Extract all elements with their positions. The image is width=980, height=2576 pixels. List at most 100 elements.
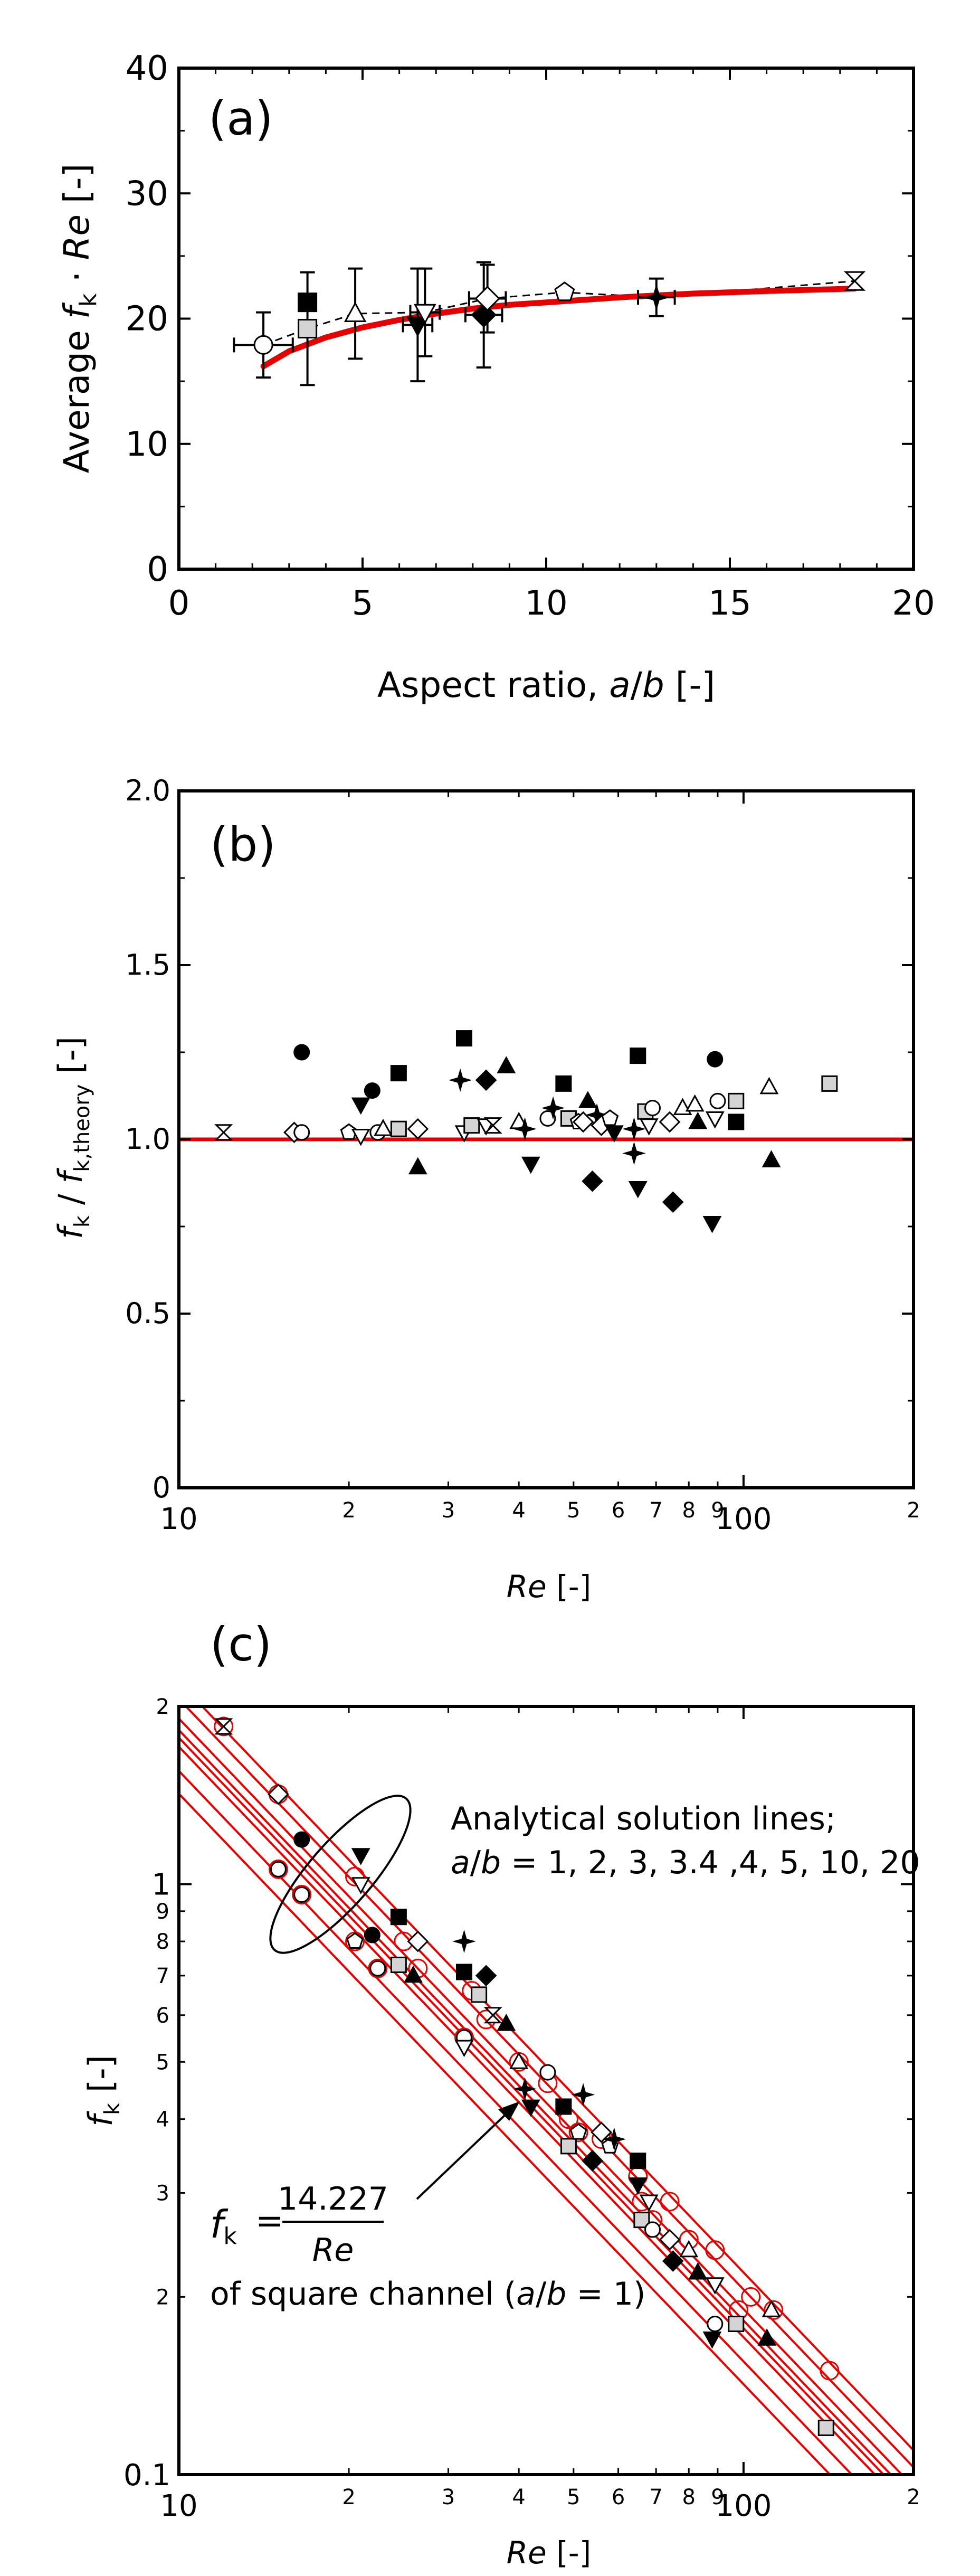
b-point-star	[513, 1117, 537, 1141]
c-analytical-line	[179, 1770, 853, 2475]
c-xtick-minor-label: 5	[567, 2485, 580, 2509]
c-point-pentagon	[346, 1932, 364, 1949]
b-point-triangle-down	[351, 1129, 370, 1146]
b-point-circle	[293, 1044, 310, 1061]
panel-c-plot-area	[179, 1706, 914, 2475]
b-xtick-major-label: 100	[715, 1502, 772, 1536]
c-point-diamond	[662, 2250, 684, 2272]
a-ytick-label: 0	[147, 550, 168, 589]
b-xtick-major-label: 10	[160, 1502, 197, 1536]
c-point-triangle-down	[702, 2331, 722, 2349]
c-point-square	[630, 2153, 646, 2169]
c-point-square	[555, 2098, 572, 2115]
c-point-square	[471, 1986, 488, 2003]
b-xtick-minor-label: 2	[907, 1498, 920, 1523]
c-point-circle	[293, 1886, 310, 1903]
b-point-triangle-up	[578, 1091, 597, 1108]
c-point-triangle-down	[705, 2277, 725, 2295]
b-point-triangle-up	[762, 1150, 781, 1167]
c-point-triangle-down	[351, 1848, 370, 1865]
b-point-star	[449, 1068, 472, 1092]
a-point-filled-diamond	[471, 302, 497, 328]
c-point-hourglass	[483, 2007, 502, 2024]
analytical-lines-caption-1: Analytical solution lines;	[451, 1800, 836, 1837]
b-point-diamond	[572, 1111, 594, 1133]
c-xtick-minor-label: 3	[442, 2485, 455, 2509]
c-ytick-minor-label: 7	[156, 1964, 169, 1988]
a-point-star	[642, 284, 670, 311]
c-analytical-point	[660, 2192, 680, 2212]
c-ytick-minor-label: 9	[156, 1900, 169, 1924]
a-point-pentagon	[554, 281, 575, 301]
b-point-star	[541, 1096, 565, 1120]
c-analytical-point	[268, 1859, 288, 1879]
c-point-square	[455, 1964, 472, 1980]
c-analytical-point	[292, 1884, 312, 1904]
c-point-triangle-up	[404, 1965, 423, 1983]
c-point-star	[571, 2083, 595, 2107]
c-xtick-minor-label: 6	[612, 2485, 625, 2509]
b-point-circle	[293, 1124, 310, 1141]
a-point-triangle-down	[414, 304, 436, 325]
b-point-circle	[707, 1051, 724, 1068]
b-point-diamond	[582, 1170, 603, 1192]
c-ytick-minor-label: 6	[156, 2004, 169, 2028]
panel-a: (a) 0 5 10 15 20 0 10 20 30 40 Aspect ratio, a/b …	[56, 49, 935, 705]
b-point-circle	[709, 1092, 726, 1109]
c-xtick-minor-label: 2	[907, 2485, 920, 2509]
b-point-square	[390, 1120, 407, 1137]
b-xtick-minor-label: 9	[711, 1498, 724, 1523]
a-point-triangle-up	[344, 301, 367, 322]
b-point-square	[728, 1114, 745, 1130]
c-xtick-major-label: 100	[715, 2489, 772, 2523]
a-point-diamond	[474, 286, 500, 312]
c-xtick-minor-label: 2	[342, 2485, 355, 2509]
panel-b-xlabel: Re [-]	[507, 1569, 592, 1605]
b-point-star	[622, 1117, 646, 1141]
panel-b: (b) 0 0.5 1.0 1.5 2.0 10 100 2 3 4 5 6 7 8 9 2 Re [-] f…	[51, 774, 920, 1605]
b-point-hourglass	[214, 1124, 233, 1141]
b-point-triangle-up	[688, 1111, 708, 1129]
c-analytical-point	[820, 2361, 840, 2381]
c-xtick-major-label: 10	[160, 2489, 197, 2523]
c-point-circle	[707, 2316, 724, 2333]
c-point-triangle-down	[639, 2194, 659, 2212]
b-xtick-minor-label: 2	[342, 1498, 355, 1523]
c-point-star	[602, 2127, 626, 2151]
c-point-triangle-down	[628, 2177, 648, 2195]
b-point-diamond	[659, 1111, 681, 1133]
panel-b-plot-area	[179, 1030, 914, 1233]
c-point-circle	[293, 1831, 310, 1848]
c-analytical-point	[741, 2287, 761, 2307]
c-point-star	[513, 2077, 537, 2101]
panel-a-ylabel: Average fk · Re [-]	[56, 164, 102, 473]
c-point-triangle-up	[688, 2262, 708, 2280]
panel-b-ticks: 0 0.5 1.0 1.5 2.0 10 100 2 3 4 5 6 7 8 9 2	[125, 774, 920, 1536]
c-point-triangle-up	[509, 2052, 529, 2069]
b-point-diamond	[407, 1118, 429, 1140]
b-xtick-minor-label: 5	[567, 1498, 580, 1523]
b-point-square	[455, 1030, 472, 1047]
b-point-square	[630, 1048, 646, 1064]
b-point-triangle-up	[408, 1157, 427, 1175]
b-xtick-minor-label: 4	[512, 1498, 525, 1523]
a-xtick-label: 0	[168, 584, 190, 623]
a-point-circle	[253, 335, 273, 355]
a-xtick-label: 5	[352, 584, 374, 623]
b-xtick-minor-label: 7	[649, 1498, 662, 1523]
b-point-triangle-up	[759, 1077, 779, 1094]
panel-b-label: (b)	[210, 817, 276, 872]
c-point-triangle-down	[351, 1877, 370, 1894]
b-point-square	[463, 1117, 480, 1134]
c-analytical-point	[345, 1866, 365, 1886]
panel-b-ylabel: fk / fk,theory [-]	[51, 1036, 94, 1239]
b-point-pentagon	[601, 1109, 619, 1126]
c-ytick-minor-label: 4	[156, 2108, 169, 2132]
panel-c-ylabel: fk [-]	[81, 2055, 125, 2126]
c-point-diamond	[407, 1930, 429, 1952]
c-analytical-point	[214, 1716, 234, 1737]
c-ytick-minor-label: 8	[156, 1930, 169, 1954]
c-analytical-line	[179, 1729, 892, 2475]
c-ytick-minor-label: 2	[156, 1695, 169, 1719]
